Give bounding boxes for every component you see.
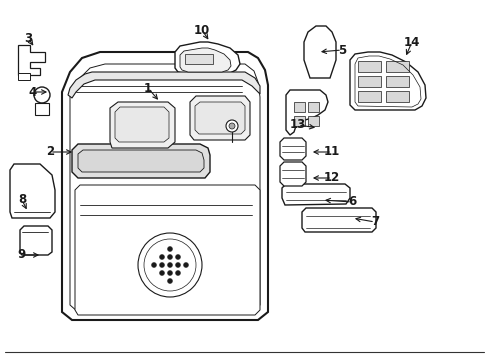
Polygon shape: [110, 102, 175, 148]
Text: 12: 12: [323, 171, 340, 184]
Circle shape: [138, 233, 202, 297]
Circle shape: [167, 279, 172, 284]
Polygon shape: [62, 52, 267, 320]
Polygon shape: [190, 96, 249, 140]
Text: 10: 10: [193, 23, 210, 36]
Polygon shape: [280, 138, 305, 160]
Text: 3: 3: [24, 31, 32, 45]
Bar: [357, 61, 380, 72]
Circle shape: [143, 239, 196, 291]
Circle shape: [167, 270, 172, 275]
Circle shape: [228, 123, 235, 129]
Bar: [357, 91, 380, 102]
Bar: [293, 102, 305, 112]
Polygon shape: [72, 144, 209, 178]
Bar: [385, 91, 408, 102]
Circle shape: [159, 262, 164, 267]
Circle shape: [183, 262, 188, 267]
Bar: [293, 116, 305, 126]
Circle shape: [225, 120, 238, 132]
Circle shape: [151, 262, 156, 267]
Circle shape: [34, 87, 50, 103]
Polygon shape: [282, 184, 349, 205]
Text: 5: 5: [337, 44, 346, 57]
Bar: [184, 54, 213, 64]
Polygon shape: [175, 42, 240, 74]
Text: 4: 4: [29, 85, 37, 99]
Bar: [357, 76, 380, 87]
Polygon shape: [304, 26, 335, 78]
Polygon shape: [10, 164, 55, 218]
Text: 8: 8: [18, 193, 26, 207]
Bar: [307, 102, 318, 112]
Circle shape: [167, 262, 172, 267]
Polygon shape: [280, 162, 305, 186]
Polygon shape: [20, 226, 52, 255]
Circle shape: [175, 270, 180, 275]
Bar: [35, 103, 49, 115]
Text: 13: 13: [289, 118, 305, 131]
Bar: [385, 76, 408, 87]
Bar: [385, 61, 408, 72]
Text: 2: 2: [46, 145, 54, 158]
Circle shape: [159, 255, 164, 260]
Circle shape: [167, 247, 172, 252]
Polygon shape: [285, 90, 327, 135]
Polygon shape: [180, 48, 230, 72]
Polygon shape: [195, 102, 244, 134]
Text: 7: 7: [370, 216, 378, 229]
Polygon shape: [18, 45, 45, 75]
Circle shape: [175, 262, 180, 267]
Circle shape: [175, 255, 180, 260]
Circle shape: [159, 270, 164, 275]
Polygon shape: [68, 72, 260, 98]
Polygon shape: [78, 150, 203, 172]
Circle shape: [167, 255, 172, 260]
Polygon shape: [349, 52, 425, 110]
Text: 14: 14: [403, 36, 419, 49]
Polygon shape: [115, 107, 169, 142]
Text: 11: 11: [323, 145, 340, 158]
Bar: [307, 116, 318, 126]
Text: 6: 6: [347, 195, 355, 208]
Polygon shape: [70, 64, 260, 312]
Polygon shape: [302, 208, 375, 232]
Polygon shape: [18, 73, 30, 80]
Text: 1: 1: [143, 81, 152, 94]
Polygon shape: [75, 185, 260, 315]
Text: 9: 9: [18, 248, 26, 261]
